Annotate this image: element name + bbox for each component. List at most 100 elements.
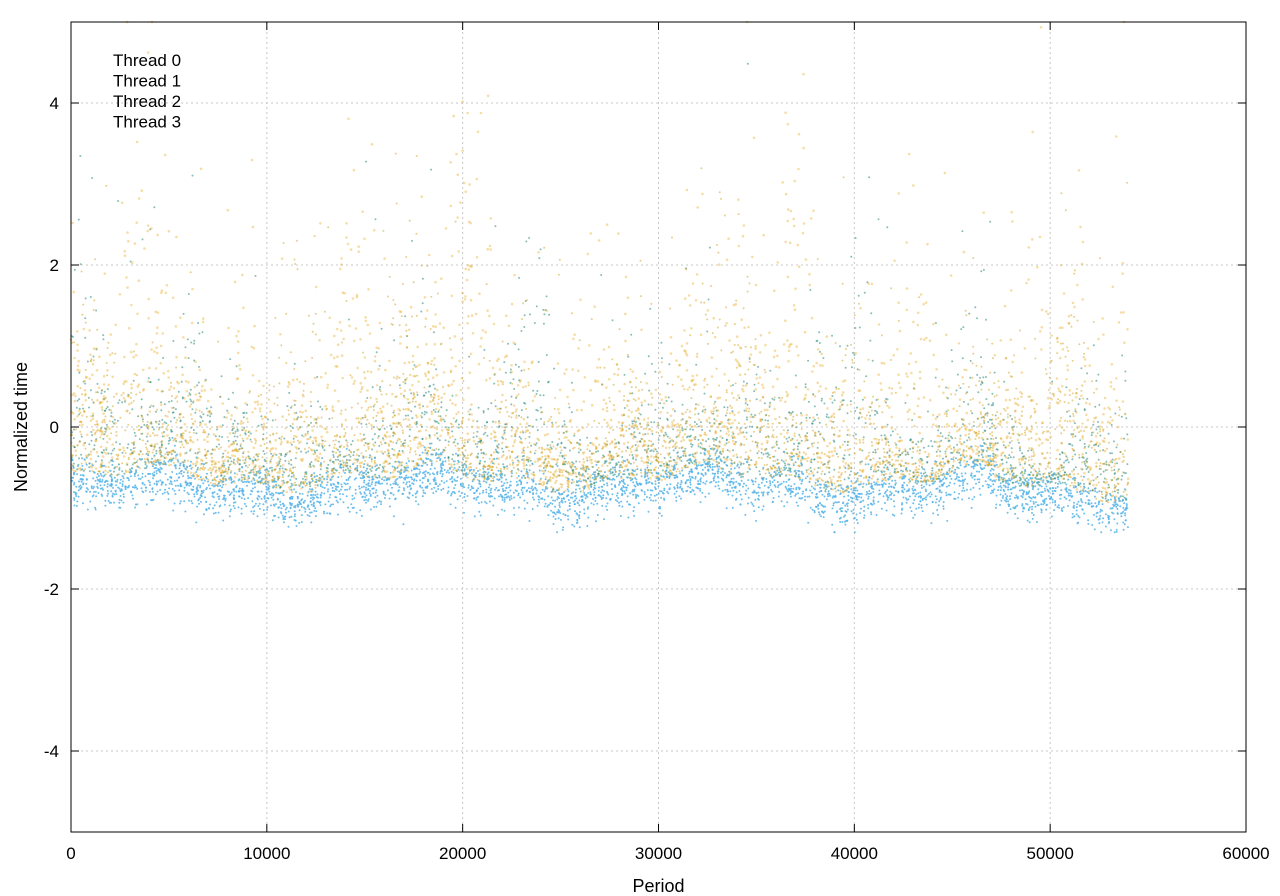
data-point (210, 463, 213, 466)
data-point (469, 408, 472, 411)
data-point (818, 331, 821, 334)
data-point (768, 414, 770, 417)
data-point (282, 242, 285, 244)
data-point (668, 441, 671, 444)
data-point (626, 353, 629, 356)
data-point (500, 470, 503, 473)
data-point (671, 445, 674, 448)
data-point (684, 455, 687, 457)
data-point (699, 452, 702, 455)
data-point (107, 452, 110, 455)
data-point (170, 406, 174, 410)
data-point (994, 418, 997, 421)
data-point (667, 466, 671, 469)
data-point (117, 200, 120, 202)
data-point (725, 306, 728, 309)
data-point (725, 389, 728, 392)
data-point (405, 334, 408, 337)
data-point (600, 469, 603, 472)
data-point (964, 309, 967, 312)
data-point (659, 402, 662, 405)
data-point (423, 413, 426, 416)
data-point (869, 468, 872, 471)
data-point (332, 451, 335, 454)
data-point (527, 458, 530, 461)
data-point (586, 448, 589, 451)
data-point (1029, 416, 1032, 419)
data-point (433, 449, 436, 452)
data-point (822, 438, 825, 441)
data-point (977, 417, 980, 420)
data-point (1083, 341, 1085, 344)
data-point (761, 383, 764, 387)
data-point (239, 445, 242, 447)
data-point (437, 398, 440, 401)
data-point (590, 483, 593, 486)
data-point (1041, 422, 1044, 425)
data-point (981, 456, 984, 459)
data-point (693, 424, 697, 428)
data-point (351, 440, 354, 442)
data-point (89, 389, 92, 392)
data-point (306, 430, 309, 433)
data-point (639, 259, 642, 262)
data-point (592, 482, 595, 485)
data-point (561, 471, 564, 474)
data-point (703, 447, 705, 450)
data-point (686, 436, 688, 439)
data-point (508, 463, 512, 466)
data-point (771, 397, 774, 400)
data-point (1002, 444, 1005, 447)
series-thread-2 (70, 152, 1130, 504)
data-point (611, 471, 614, 474)
data-point (784, 417, 787, 420)
data-point (857, 294, 860, 297)
data-point (689, 428, 692, 431)
data-point (1092, 479, 1095, 482)
data-point (669, 307, 672, 310)
data-point (776, 458, 779, 461)
data-point (894, 428, 897, 431)
data-point (381, 380, 384, 383)
data-point (357, 245, 361, 248)
data-point (864, 422, 867, 424)
data-point (498, 425, 501, 428)
data-point (654, 448, 657, 451)
data-point (545, 457, 547, 460)
data-point (100, 459, 103, 462)
data-point (135, 393, 138, 396)
data-point (576, 429, 580, 433)
data-point (917, 440, 920, 443)
data-point (961, 230, 964, 233)
data-point (694, 413, 696, 416)
data-point (650, 392, 653, 396)
data-point (809, 477, 812, 480)
data-point (718, 462, 721, 464)
data-point (1078, 456, 1081, 459)
data-point (73, 268, 76, 271)
data-point (379, 441, 382, 444)
data-point (816, 258, 819, 260)
data-point (1000, 476, 1003, 479)
data-point (1086, 372, 1089, 375)
data-point (1014, 466, 1017, 469)
data-point (1047, 430, 1050, 433)
data-point (164, 447, 167, 450)
data-point (496, 446, 499, 449)
data-point (788, 343, 792, 347)
data-point (1007, 371, 1010, 374)
data-point (831, 391, 834, 394)
data-point (392, 476, 395, 479)
data-point (1010, 440, 1013, 442)
data-point (703, 386, 706, 389)
data-point (962, 423, 964, 426)
data-point (416, 365, 418, 368)
data-point (133, 462, 135, 464)
data-point (90, 439, 93, 442)
data-point (909, 352, 913, 355)
data-point (746, 275, 749, 278)
data-point (731, 384, 734, 387)
data-point (389, 457, 392, 460)
data-point (1004, 446, 1007, 449)
data-point (612, 455, 615, 458)
